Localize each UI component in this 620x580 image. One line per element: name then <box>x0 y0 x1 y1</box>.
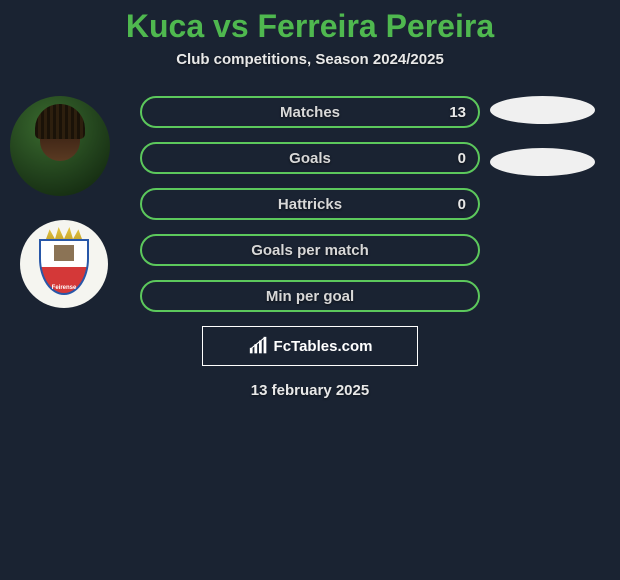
stat-value: 0 <box>458 196 466 213</box>
stat-label: Goals per match <box>251 242 369 259</box>
player-photo-avatar <box>10 96 110 196</box>
comparison-panel: Feirense Matches 13 Goals 0 Hattricks 0 … <box>0 96 620 312</box>
crest-club-name: Feirense <box>34 285 94 291</box>
club-blank-avatar <box>490 148 595 176</box>
page-title: Kuca vs Ferreira Pereira <box>0 0 620 45</box>
player-blank-avatar <box>490 96 595 124</box>
stat-label: Min per goal <box>266 288 354 305</box>
stat-bar-goals: Goals 0 <box>140 142 480 174</box>
feirense-crest-icon: Feirense <box>34 229 94 299</box>
stat-label: Goals <box>289 150 331 167</box>
left-player-column: Feirense <box>10 96 110 308</box>
stat-bar-goals-per-match: Goals per match <box>140 234 480 266</box>
snapshot-date: 13 february 2025 <box>0 382 620 399</box>
brand-attribution: FcTables.com <box>202 326 418 366</box>
stat-value: 13 <box>449 104 466 121</box>
stat-label: Matches <box>280 104 340 121</box>
stat-bar-matches: Matches 13 <box>140 96 480 128</box>
subtitle: Club competitions, Season 2024/2025 <box>0 51 620 68</box>
barchart-icon <box>248 336 270 356</box>
stats-bars: Matches 13 Goals 0 Hattricks 0 Goals per… <box>140 96 480 312</box>
right-player-column <box>490 96 600 176</box>
stat-bar-hattricks: Hattricks 0 <box>140 188 480 220</box>
stat-value: 0 <box>458 150 466 167</box>
brand-name: FcTables.com <box>274 338 373 355</box>
stat-bar-min-per-goal: Min per goal <box>140 280 480 312</box>
club-crest-avatar: Feirense <box>20 220 108 308</box>
stat-label: Hattricks <box>278 196 342 213</box>
